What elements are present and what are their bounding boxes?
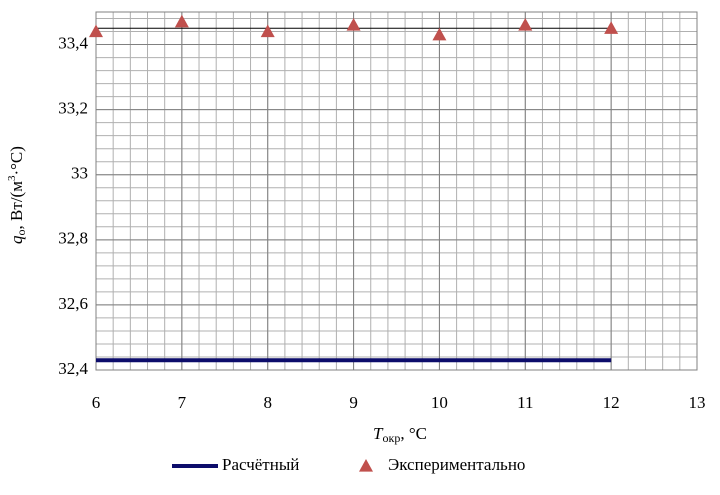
y-tick-label: 33,2 (58, 99, 88, 118)
x-axis-subscript: окр (382, 431, 400, 445)
y-tick-label: 32,4 (58, 359, 88, 378)
x-tick-label: 7 (178, 393, 187, 412)
y-tick-label: 32,6 (58, 294, 88, 313)
data-point (346, 18, 361, 31)
y-tick-label: 33 (71, 164, 88, 183)
x-tick-label: 10 (431, 393, 448, 412)
legend-swatch (359, 459, 373, 472)
plot-frame (95, 11, 698, 371)
data-point (518, 18, 533, 31)
x-axis-title: Tокр, °C (373, 424, 427, 445)
x-tick-label: 8 (263, 393, 272, 412)
y-tick-label: 33,4 (58, 33, 88, 52)
x-tick-label: 11 (517, 393, 533, 412)
x-tick-label: 13 (689, 393, 706, 412)
y-axis-symbol: q (7, 235, 26, 244)
y-axis-unit-end: ·°C) (7, 146, 26, 175)
x-tick-label: 9 (349, 393, 358, 412)
data-point (604, 21, 619, 34)
data-point (260, 24, 275, 38)
x-tick-label: 12 (603, 393, 620, 412)
y-axis-title: qо, Вт/(м3·°C) (6, 146, 28, 244)
data-point (174, 14, 189, 28)
y-axis-unit: , Вт/(м (7, 181, 26, 230)
y-axis-subscript: о (14, 229, 28, 235)
legend-label: Расчётный (222, 455, 299, 474)
y-tick-label: 32,8 (58, 229, 88, 248)
data-point (432, 27, 447, 41)
x-tick-label: 6 (92, 393, 101, 412)
y-axis-superscript: 3 (6, 175, 18, 181)
data-point (89, 24, 103, 38)
x-axis-unit: , °C (400, 424, 427, 443)
legend-label: Экспериментально (388, 455, 525, 474)
x-axis-symbol: T (373, 424, 384, 443)
